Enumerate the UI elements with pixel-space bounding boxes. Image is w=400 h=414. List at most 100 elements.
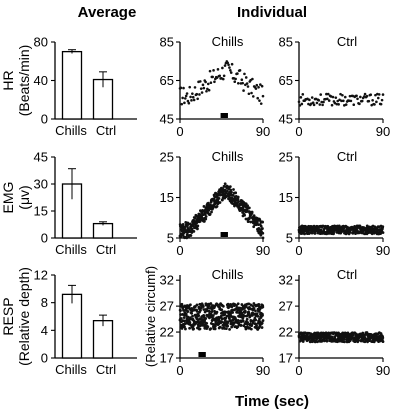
data-point xyxy=(317,99,321,102)
data-point xyxy=(228,327,231,331)
y-tick-label: 27 xyxy=(279,299,293,314)
data-point xyxy=(228,316,231,320)
y-tick-label: 0 xyxy=(41,231,48,246)
data-point xyxy=(180,102,184,106)
data-point xyxy=(245,82,249,85)
data-point xyxy=(188,303,192,307)
panel-title: Chills xyxy=(212,267,244,282)
data-point xyxy=(381,93,385,96)
data-point xyxy=(215,310,219,314)
data-point xyxy=(241,81,244,85)
y-axis-label: (Relative circumf) xyxy=(143,266,158,367)
data-point xyxy=(368,225,372,229)
data-point xyxy=(223,182,227,186)
data-point xyxy=(335,102,339,106)
data-point xyxy=(202,86,206,90)
data-point xyxy=(204,317,208,320)
data-point xyxy=(196,224,200,228)
data-point xyxy=(225,189,229,193)
data-point xyxy=(343,95,347,99)
data-point xyxy=(196,227,199,231)
data-point xyxy=(191,92,194,95)
data-point xyxy=(210,210,213,214)
data-point xyxy=(238,69,242,72)
data-point xyxy=(188,85,192,89)
data-point xyxy=(380,98,384,102)
bar-chills xyxy=(61,293,83,359)
data-point xyxy=(355,94,358,98)
bar-ctrl xyxy=(92,319,114,359)
data-point xyxy=(236,81,240,85)
bar-chills xyxy=(61,50,83,120)
data-point xyxy=(218,325,222,329)
data-point xyxy=(336,99,339,103)
data-point xyxy=(230,305,234,309)
data-point xyxy=(318,103,322,106)
data-point xyxy=(181,96,184,100)
data-point xyxy=(195,303,199,307)
x-tick-label: 90 xyxy=(376,363,390,378)
data-point xyxy=(337,103,340,106)
data-point xyxy=(228,66,231,69)
data-point xyxy=(257,227,261,230)
data-point xyxy=(207,208,211,212)
data-point xyxy=(358,102,361,106)
category-label: Ctrl xyxy=(96,242,116,257)
data-point xyxy=(251,77,254,81)
data-point xyxy=(313,231,317,235)
data-point xyxy=(224,327,228,331)
stimulus-bar xyxy=(198,352,206,357)
data-point xyxy=(221,317,225,321)
data-point xyxy=(205,309,209,313)
y-tick-label: 85 xyxy=(160,35,174,50)
data-point xyxy=(204,215,208,218)
y-tick-label: 17 xyxy=(279,351,293,366)
y-tick-label: 15 xyxy=(160,190,174,205)
x-tick-label: 0 xyxy=(295,124,302,139)
data-point xyxy=(300,102,304,106)
y-tick-label: 0 xyxy=(41,351,48,366)
data-point xyxy=(219,314,223,318)
data-point xyxy=(360,99,364,103)
data-point xyxy=(220,320,223,324)
data-point xyxy=(215,204,219,208)
data-point xyxy=(242,324,246,328)
data-point xyxy=(218,201,222,204)
data-point xyxy=(221,66,224,70)
data-point xyxy=(218,74,222,78)
data-point xyxy=(233,80,237,84)
data-point xyxy=(185,92,189,95)
data-point xyxy=(230,62,234,66)
data-point xyxy=(259,102,263,105)
stimulus-bar xyxy=(220,113,228,118)
data-point xyxy=(179,86,183,90)
data-point xyxy=(259,83,262,86)
y-tick-label: 22 xyxy=(160,325,174,340)
data-points xyxy=(178,302,265,331)
y-axis-label-unit: (Beats/min) xyxy=(16,45,32,117)
data-point xyxy=(246,85,250,88)
data-point xyxy=(354,232,357,235)
data-point xyxy=(240,311,244,315)
scatter-chart-resp_ctrl: 17 22 27 32 0 90 Ctrl xyxy=(279,267,391,378)
data-point xyxy=(298,104,302,107)
data-point xyxy=(204,217,208,221)
data-point xyxy=(192,229,196,233)
data-point xyxy=(213,327,217,331)
data-point xyxy=(206,82,210,86)
data-point xyxy=(261,94,265,98)
data-point xyxy=(199,87,203,90)
data-point xyxy=(210,307,214,311)
data-point xyxy=(369,93,373,97)
scatter-chart-hr_ctrl: 45 65 85 0 90 Ctrl xyxy=(279,34,391,139)
data-point xyxy=(326,97,329,101)
data-point xyxy=(331,95,335,99)
scatter-chart-resp_chills: 17 22 27 32 0 90 Chills (Relative circumf) xyxy=(143,266,270,378)
data-point xyxy=(243,309,247,313)
data-point xyxy=(226,324,230,328)
data-point xyxy=(190,312,194,315)
data-point xyxy=(221,187,224,191)
data-point xyxy=(210,310,214,314)
data-point xyxy=(195,214,199,218)
